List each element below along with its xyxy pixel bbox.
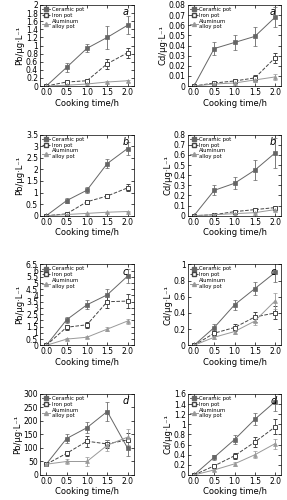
Y-axis label: Pb/μg·L⁻¹: Pb/μg·L⁻¹ [15,286,25,325]
Legend: Ceramic pot, Iron pot, Aluminum
alloy pot: Ceramic pot, Iron pot, Aluminum alloy po… [189,396,232,419]
Text: d: d [123,396,129,406]
X-axis label: Cooking time/h: Cooking time/h [203,488,267,496]
Legend: Ceramic pot, Iron pot, Aluminum
alloy pot: Ceramic pot, Iron pot, Aluminum alloy po… [189,136,232,160]
X-axis label: Cooking time/h: Cooking time/h [203,228,267,237]
Legend: Ceramic pot, Iron pot, Aluminum
alloy pot: Ceramic pot, Iron pot, Aluminum alloy po… [42,136,85,160]
Y-axis label: Pb/μg·L⁻¹: Pb/μg·L⁻¹ [13,415,22,454]
X-axis label: Cooking time/h: Cooking time/h [203,358,267,367]
Y-axis label: Cd/μg·L⁻¹: Cd/μg·L⁻¹ [163,285,172,325]
Legend: Ceramic pot, Iron pot, Aluminum
alloy pot: Ceramic pot, Iron pot, Aluminum alloy po… [42,266,85,289]
Y-axis label: Pb/μg·L⁻¹: Pb/μg·L⁻¹ [15,26,25,65]
Text: c: c [123,266,128,276]
X-axis label: Cooking time/h: Cooking time/h [55,98,119,108]
Text: a: a [123,8,128,18]
X-axis label: Cooking time/h: Cooking time/h [55,488,119,496]
Y-axis label: Pb/μg·L⁻¹: Pb/μg·L⁻¹ [15,156,25,194]
Text: b: b [123,137,129,147]
Text: b: b [270,137,276,147]
Text: d: d [270,396,276,406]
X-axis label: Cooking time/h: Cooking time/h [55,358,119,367]
Legend: Ceramic pot, Iron pot, Aluminum
alloy pot: Ceramic pot, Iron pot, Aluminum alloy po… [42,396,85,419]
Legend: Ceramic pot, Iron pot, Aluminum
alloy pot: Ceramic pot, Iron pot, Aluminum alloy po… [42,6,85,30]
Text: a: a [270,8,276,18]
X-axis label: Cooking time/h: Cooking time/h [203,98,267,108]
Y-axis label: Cd/μg·L⁻¹: Cd/μg·L⁻¹ [163,155,172,195]
Y-axis label: Cd/μg·L⁻¹: Cd/μg·L⁻¹ [158,26,167,66]
X-axis label: Cooking time/h: Cooking time/h [55,228,119,237]
Legend: Ceramic pot, Iron pot, Aluminum
alloy pot: Ceramic pot, Iron pot, Aluminum alloy po… [189,266,232,289]
Legend: Ceramic pot, Iron pot, Aluminum
alloy pot: Ceramic pot, Iron pot, Aluminum alloy po… [189,6,232,30]
Y-axis label: Cd/μg·L⁻¹: Cd/μg·L⁻¹ [163,414,172,455]
Text: c: c [270,266,276,276]
